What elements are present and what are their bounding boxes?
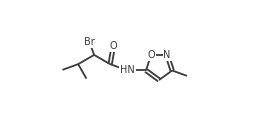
Text: O: O [147, 50, 155, 60]
Text: O: O [109, 41, 117, 51]
Text: HN: HN [120, 65, 135, 76]
Text: Br: Br [84, 37, 95, 47]
Text: N: N [164, 50, 171, 60]
